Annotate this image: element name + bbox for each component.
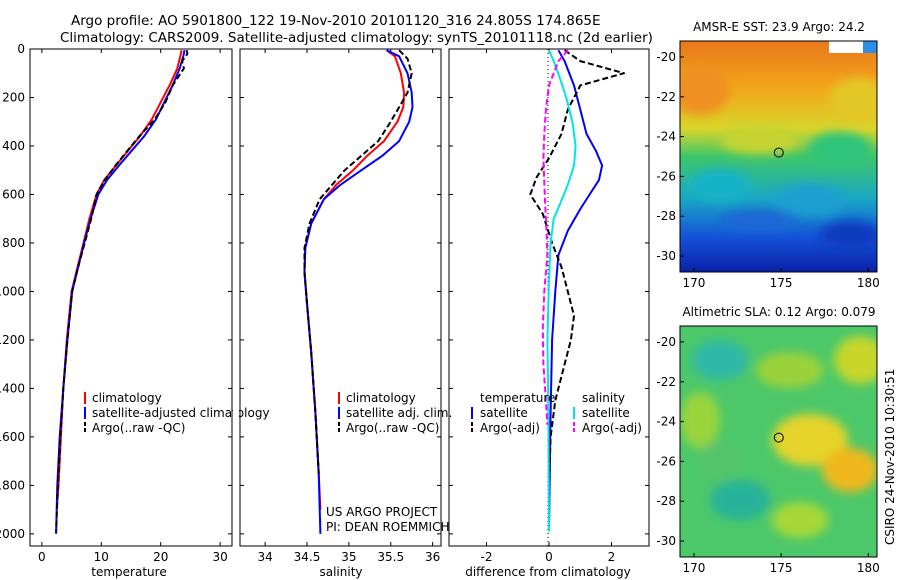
lon-tick-label: 170 [682, 561, 705, 575]
legend-title-salinity: salinity [582, 391, 625, 405]
x-tick-label: 10 [94, 550, 109, 564]
sst-map-frame [679, 40, 878, 273]
lat-tick-label: -28 [656, 209, 676, 223]
x-tick-label: 0 [545, 550, 553, 564]
sla-map-image [680, 326, 877, 557]
y-tick-label: 1200 [0, 333, 25, 347]
lat-tick-label: -30 [656, 249, 676, 263]
lat-tick-label: -22 [656, 90, 676, 104]
y-tick-label: 600 [2, 187, 25, 201]
temperature-xlabel: temperature [91, 565, 166, 579]
lat-tick-label: -24 [656, 415, 676, 429]
y-tick-label: 1600 [0, 430, 25, 444]
series-line-satellite-adjusted-climatology [55, 50, 186, 534]
legend-label-sal-argo: Argo(-adj) [582, 421, 642, 435]
x-tick-label: 30 [212, 550, 227, 564]
series-line-argo-raw-qc [303, 49, 413, 474]
sst-map-image [680, 41, 877, 272]
series-line-climatology [303, 49, 406, 510]
lat-tick-label: -26 [656, 454, 676, 468]
legend-label-climatology: climatology [92, 391, 162, 405]
header-subtitle: Climatology: CARS2009. Satellite-adjuste… [60, 30, 653, 46]
series-line-argo-adj [529, 49, 625, 486]
legend-label-satellite: satellite adj. clim. [346, 406, 452, 420]
difference-panel: -2 0 2 difference from climatology [448, 48, 650, 579]
difference-xlabel: difference from climatology [465, 565, 631, 579]
x-tick-label: 0 [38, 550, 46, 564]
x-tick-label: 2 [608, 550, 616, 564]
legend-label-temp-satellite: satellite [480, 406, 528, 420]
lat-tick-label: -30 [656, 534, 676, 548]
legend-label-argo: Argo(..raw -QC) [346, 421, 439, 435]
y-tick-label: 1000 [0, 284, 25, 298]
series-line-satellite-adj-clim [303, 49, 414, 534]
temperature-axes-box [29, 48, 233, 547]
y-tick-label: 800 [2, 236, 25, 250]
y-tick-label: 0 [17, 42, 25, 56]
timestamp-stamp: CSIRO 24-Nov-2010 10:30:51 [883, 369, 897, 545]
lon-tick-label: 175 [770, 276, 793, 290]
salinity-legend: climatology satellite adj. clim. Argo(..… [338, 391, 452, 435]
x-tick-label: 35.5 [377, 550, 404, 564]
x-tick-label: 34.5 [294, 550, 321, 564]
difference-legend: temperature salinity satellite Argo(-adj… [471, 391, 642, 435]
y-tick-label: 2000 [0, 527, 25, 541]
project-credit: US ARGO PROJECT [326, 505, 438, 519]
lat-tick-label: -20 [656, 50, 676, 64]
pi-credit: PI: DEAN ROEMMICH [326, 520, 449, 534]
x-tick-label: -2 [481, 550, 493, 564]
legend-label-temp-argo: Argo(-adj) [480, 421, 540, 435]
y-tick-label: 200 [2, 90, 25, 104]
salinity-panel: 34 34.5 35 35.5 36 salinity [239, 48, 442, 579]
legend-label-sal-satellite: satellite [582, 406, 630, 420]
y-tick-label: 400 [2, 139, 25, 153]
x-tick-label: 35 [341, 550, 356, 564]
y-tick-label: 1800 [0, 478, 25, 492]
lon-tick-label: 180 [857, 561, 880, 575]
series-line-argo-raw-qc [55, 50, 189, 532]
legend-label-climatology: climatology [346, 391, 416, 405]
lat-tick-label: -28 [656, 494, 676, 508]
legend-label-satellite: satellite-adjusted climatology [92, 406, 270, 420]
temperature-panel: 0 10 20 30 0 200 400 600 800 1000 1200 1400 1600 1800… [0, 42, 233, 579]
lon-tick-label: 170 [682, 276, 705, 290]
sla-map-frame [679, 325, 878, 558]
legend-label-argo: Argo(..raw -QC) [92, 421, 185, 435]
lon-tick-label: 175 [770, 561, 793, 575]
salinity-xlabel: salinity [319, 565, 362, 579]
header-title: Argo profile: AO 5901800_122 19-Nov-2010… [71, 13, 601, 29]
series-line-satellite [548, 49, 604, 532]
sst-map-title: AMSR-E SST: 23.9 Argo: 24.2 [693, 20, 865, 34]
legend-overflow-mask [233, 390, 239, 440]
lon-tick-label: 180 [857, 276, 880, 290]
x-tick-label: 34 [257, 550, 272, 564]
lat-tick-label: -22 [656, 375, 676, 389]
argo-float-marker [773, 147, 784, 158]
argo-float-marker [773, 432, 784, 443]
legend-title-temperature: temperature [480, 391, 555, 405]
lat-tick-label: -26 [656, 169, 676, 183]
sla-map-title: Altimetric SLA: 0.12 Argo: 0.079 [682, 305, 875, 319]
series-line-satellite [546, 49, 577, 532]
y-tick-label: 1400 [0, 381, 25, 395]
x-tick-label: 20 [153, 550, 168, 564]
lat-tick-label: -24 [656, 130, 676, 144]
temperature-legend: climatology satellite-adjusted climatolo… [84, 391, 270, 435]
lat-tick-label: -20 [656, 335, 676, 349]
series-line-argo-adj [541, 49, 569, 425]
x-tick-label: 36 [425, 550, 440, 564]
salinity-axes-box [239, 48, 442, 547]
